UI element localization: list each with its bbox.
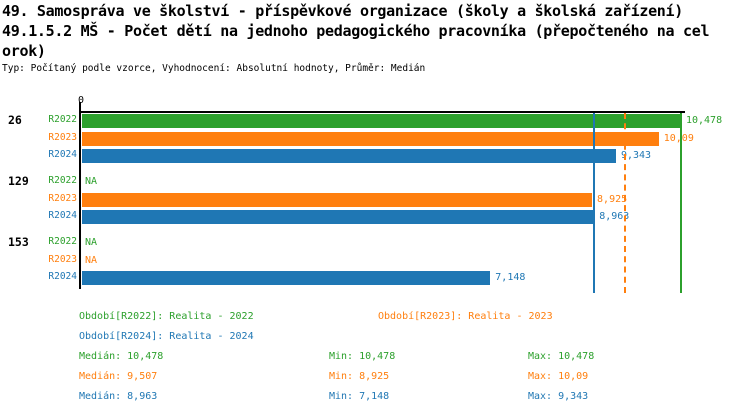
value-bar — [82, 149, 616, 163]
bar-value-label: 10,09 — [663, 132, 694, 144]
row-period-label: R2022 — [48, 175, 77, 186]
row-period-label: R2022 — [48, 236, 77, 247]
group-label: 129 — [8, 174, 29, 188]
stat-min-r2024: Min: 7,148 — [329, 391, 390, 402]
stat-median-r2024: Medián: 8,963 — [79, 391, 158, 402]
bar-na-label: NA — [85, 237, 98, 248]
bar-value-label: 9,343 — [620, 150, 652, 161]
median-line — [679, 113, 682, 293]
row-period-label: R2024 — [48, 271, 77, 282]
group-label: 153 — [8, 235, 29, 249]
report-meta-line: Typ: Počítaný podle vzorce, Vyhodnocení:… — [2, 63, 426, 74]
bar-value-label: 8,963 — [599, 211, 630, 222]
bar-value-label: 8,925 — [597, 193, 628, 205]
bar-na-label: NA — [85, 176, 98, 187]
value-bar — [82, 131, 659, 146]
value-bar — [82, 210, 595, 224]
median-line — [624, 113, 627, 293]
legend-item-r2024: Období[R2024]: Realita - 2024 — [79, 331, 254, 342]
value-bar — [82, 271, 491, 285]
group-label: 26 — [8, 113, 22, 127]
row-period-label: R2022 — [48, 114, 77, 125]
legend-item-r2023: Období[R2023]: Realita - 2023 — [378, 311, 553, 322]
row-period-label: R2023 — [48, 253, 77, 265]
stat-max-r2022: Max: 10,478 — [528, 351, 595, 362]
value-bar — [82, 192, 593, 207]
row-period-label: R2023 — [48, 192, 77, 204]
stat-max-r2024: Max: 9,343 — [528, 391, 589, 402]
report-title-line1: 49. Samospráva ve školství - příspěvkové… — [2, 2, 684, 20]
row-period-label: R2024 — [48, 210, 77, 221]
value-bar — [82, 114, 681, 128]
report-title-line2: 49.1.5.2 MŠ - Počet dětí na jednoho peda… — [2, 22, 710, 40]
stat-median-r2023: Medián: 9,507 — [79, 371, 158, 382]
stat-max-r2023: Max: 10,09 — [528, 371, 589, 382]
report-title-line3: orok) — [2, 42, 46, 60]
bar-value-label: 10,478 — [685, 115, 723, 126]
row-period-label: R2023 — [48, 131, 77, 143]
bar-na-label: NA — [85, 254, 98, 266]
median-line — [593, 113, 596, 293]
x-axis-zero-tick-label: 0 — [77, 95, 85, 106]
x-axis-line — [79, 111, 685, 113]
row-period-label: R2024 — [48, 149, 77, 160]
y-axis-line — [79, 102, 81, 289]
stat-min-r2022: Min: 10,478 — [329, 351, 396, 362]
stat-min-r2023: Min: 8,925 — [329, 371, 390, 382]
stat-median-r2022: Medián: 10,478 — [79, 351, 164, 362]
bar-value-label: 7,148 — [495, 272, 526, 283]
legend-item-r2022: Období[R2022]: Realita - 2022 — [79, 311, 254, 322]
